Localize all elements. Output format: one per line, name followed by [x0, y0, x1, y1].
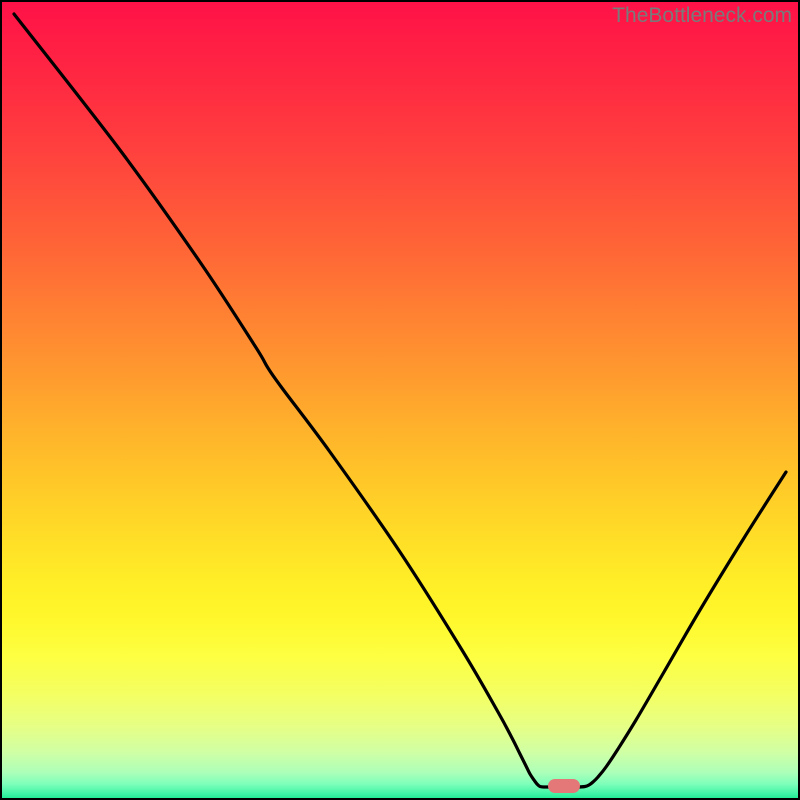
bottleneck-chart	[0, 0, 800, 800]
optimum-marker	[548, 779, 580, 793]
heatmap-background	[0, 0, 800, 800]
chart-container: TheBottleneck.com	[0, 0, 800, 800]
watermark-text: TheBottleneck.com	[612, 4, 792, 28]
